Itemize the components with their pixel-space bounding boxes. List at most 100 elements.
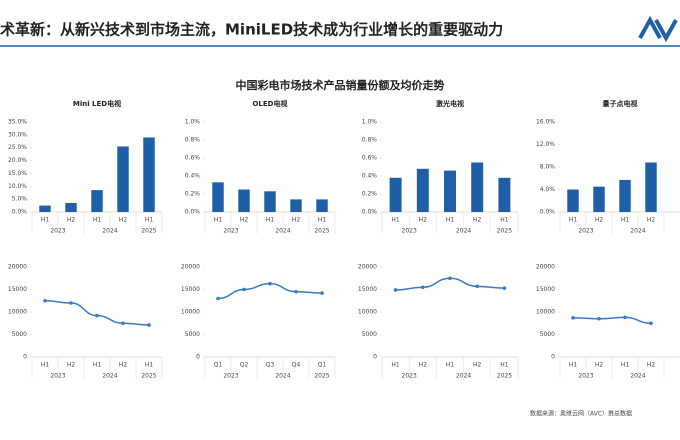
- x-tick-label: H1: [145, 362, 154, 369]
- bar: [65, 203, 77, 212]
- y-tick-label: 0.0%: [185, 209, 201, 216]
- x-tick-label: H2: [647, 362, 656, 369]
- y-tick-label: 10000: [8, 309, 27, 316]
- y-tick-label: 4.0%: [540, 186, 556, 193]
- panel-title: 激光电视: [436, 99, 464, 108]
- group-label: 2023: [223, 373, 238, 380]
- x-tick-label: Q3: [266, 362, 275, 369]
- point: [147, 323, 151, 327]
- bar: [91, 190, 103, 212]
- x-tick-label: H2: [119, 217, 128, 224]
- point: [649, 321, 653, 326]
- y-tick-label: 0.2%: [185, 191, 201, 198]
- group-label: 2023: [50, 228, 65, 235]
- bar: [567, 189, 579, 212]
- y-tick-label: 15000: [8, 286, 27, 293]
- group-label: 2025: [314, 228, 329, 235]
- x-tick-label: H1: [93, 362, 102, 369]
- x-tick-label: H2: [473, 362, 482, 369]
- x-tick-label: Q1: [214, 362, 223, 369]
- y-tick-label: 16.0%: [536, 119, 555, 126]
- x-tick-label: H1: [569, 362, 578, 369]
- y-tick-label: 0.4%: [185, 173, 201, 180]
- y-tick-label: 10000: [181, 309, 200, 316]
- panel-title: OLED电视: [252, 99, 287, 108]
- group-label: 2025: [141, 228, 156, 235]
- source-note: 数据来源：奥维云网（AVC）推总数据: [530, 410, 632, 418]
- y-tick-label: 15000: [181, 286, 200, 293]
- x-tick-label: H1: [318, 217, 327, 224]
- x-tick-label: H2: [595, 217, 604, 224]
- y-tick-label: 0: [551, 354, 555, 361]
- point: [216, 296, 220, 301]
- x-tick-label: H1: [500, 217, 509, 224]
- point: [502, 286, 507, 290]
- point: [421, 285, 425, 290]
- group-label: 2023: [578, 373, 593, 380]
- point: [294, 289, 298, 294]
- header-title: 术革新：从新兴技术到市场主流，MiniLED技术成为行业增长的重要驱动力: [0, 21, 503, 39]
- group-label: 2024: [456, 228, 471, 235]
- point: [571, 316, 575, 320]
- x-tick-label: Q2: [240, 362, 249, 369]
- bar: [593, 186, 605, 212]
- bar: [444, 170, 456, 212]
- y-tick-label: 0.4%: [362, 173, 378, 180]
- group-label: 2025: [314, 373, 329, 380]
- y-tick-label: 35.0%: [8, 119, 27, 126]
- y-tick-label: 5000: [12, 331, 27, 338]
- group-label: 2023: [402, 228, 417, 235]
- point: [393, 288, 398, 292]
- bar: [619, 179, 631, 212]
- y-tick-label: 20000: [8, 264, 27, 271]
- point: [623, 315, 627, 320]
- group-label: 2024: [275, 373, 290, 380]
- x-tick-label: H2: [119, 362, 128, 369]
- y-tick-label: 15000: [358, 286, 377, 293]
- x-tick-label: H1: [93, 217, 102, 224]
- point: [268, 281, 272, 286]
- bar: [143, 137, 155, 212]
- y-tick-label: 0.0%: [12, 209, 28, 216]
- group-label: 2024: [275, 228, 290, 235]
- y-tick-label: 0.6%: [185, 155, 201, 162]
- y-tick-label: 0.6%: [362, 155, 378, 162]
- x-tick-label: H1: [214, 217, 223, 224]
- x-tick-label: H2: [595, 362, 604, 369]
- y-tick-label: 0: [23, 354, 27, 361]
- y-tick-label: 5000: [362, 331, 377, 338]
- x-tick-label: H1: [145, 217, 154, 224]
- bar: [389, 177, 402, 212]
- y-tick-label: 1.0%: [362, 119, 378, 126]
- y-tick-label: 20000: [181, 264, 200, 271]
- group-label: 2024: [456, 373, 471, 380]
- bar: [39, 205, 51, 212]
- y-tick-label: 20.0%: [8, 157, 27, 164]
- point: [597, 316, 601, 321]
- y-tick-label: 1.0%: [185, 119, 201, 126]
- bar: [264, 191, 276, 212]
- x-tick-label: H2: [419, 217, 428, 224]
- point: [95, 313, 99, 318]
- x-tick-label: H1: [621, 217, 630, 224]
- panel-title: 量子点电视: [603, 99, 638, 108]
- group-label: 2025: [497, 373, 512, 380]
- y-tick-label: 5000: [185, 331, 200, 338]
- bar: [471, 162, 484, 212]
- panel-title: Mini LED电视: [73, 99, 121, 108]
- bar: [117, 146, 129, 212]
- group-label: 2024: [102, 228, 117, 235]
- x-tick-label: H2: [473, 217, 482, 224]
- main-title: 中国彩电市场技术产品销量份额及均价走势: [236, 78, 445, 92]
- group-label: 2025: [497, 228, 512, 235]
- point: [43, 298, 47, 303]
- bar: [416, 168, 429, 212]
- group-label: 2024: [630, 228, 645, 235]
- x-tick-label: H1: [41, 362, 50, 369]
- y-tick-label: 0: [196, 354, 200, 361]
- y-tick-label: 10000: [536, 309, 555, 316]
- price-line: [572, 316, 652, 324]
- bar: [645, 162, 657, 212]
